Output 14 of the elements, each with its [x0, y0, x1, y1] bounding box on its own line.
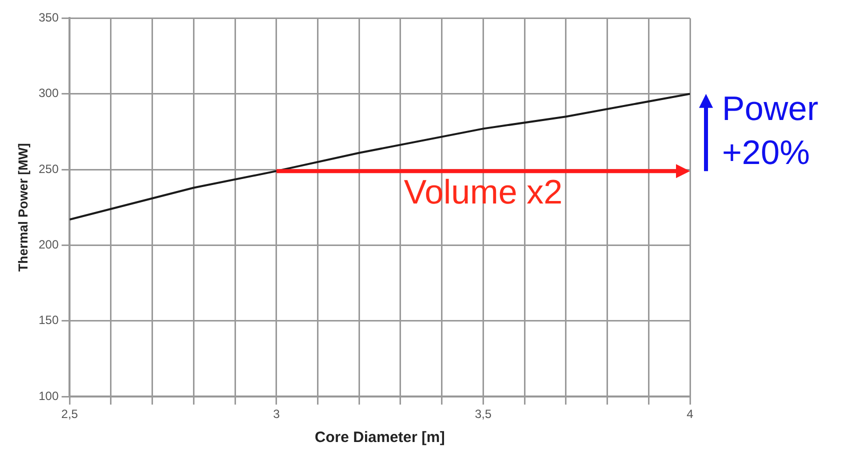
x-tick-label: 3,5 — [474, 407, 492, 422]
x-tick-label: 4 — [686, 407, 694, 422]
annotation: Volume x2 — [404, 173, 563, 212]
y-tick-label: 100 — [38, 388, 59, 403]
y-tick-label: 250 — [38, 162, 59, 176]
y-tick-label: 300 — [38, 86, 59, 100]
text: Power +20% — [722, 90, 818, 172]
y-tick-label: 150 — [38, 313, 59, 328]
y-axis-title: Thermal Power [MW] — [15, 143, 30, 272]
x-tick-label: 2,5 — [61, 407, 78, 422]
y-tick-label: 200 — [38, 238, 59, 252]
x-axis-title: Core Diameter [m] — [314, 429, 445, 446]
x-tick-label: 3 — [273, 407, 280, 422]
y-tick-label: 350 — [38, 10, 59, 25]
